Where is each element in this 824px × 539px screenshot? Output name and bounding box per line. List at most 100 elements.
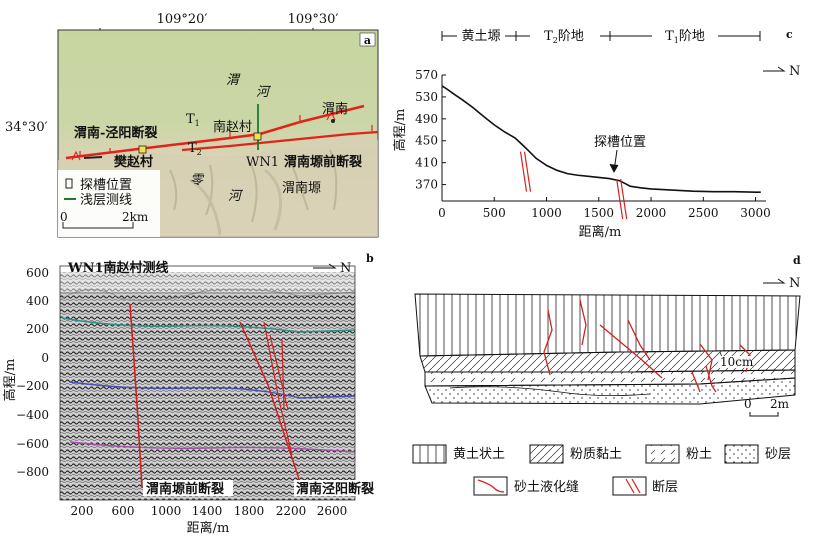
seis-fault-label-yuanqian: 渭南塬前断裂 <box>146 481 225 497</box>
profile-xtick-label: 0 <box>438 206 446 220</box>
trench-faults <box>691 365 717 393</box>
river-label-he: 河 <box>228 189 244 204</box>
legend-loess: 黄土状土 <box>453 447 505 462</box>
river-label-ling: 零 <box>190 173 205 188</box>
fault-label-right: 渭南塬前断裂 <box>284 154 363 170</box>
profile-ytick-label: 410 <box>415 156 438 170</box>
legend-swatch-clay <box>529 444 564 464</box>
profile-ylabel: 高程/m <box>392 109 408 152</box>
north-label-d: N <box>789 276 800 291</box>
panel-d-letter: d <box>793 254 801 267</box>
profile-xtick-label: 3000 <box>740 206 771 220</box>
legend-silt: 粉土 <box>686 447 712 462</box>
seis-xtick-1000: 1000 <box>151 504 182 518</box>
seis-ytick-m400: −400 <box>16 408 49 422</box>
legend-crack: 砂土液化缝 <box>514 480 579 495</box>
profile-fault-mark <box>616 178 628 220</box>
trench-scale-bar <box>749 412 779 417</box>
profile-fault-mark <box>519 151 532 192</box>
panel-a-letter: a <box>364 34 371 47</box>
legend-trench-icon <box>65 178 73 189</box>
profile-trench-label: 探槽位置 <box>594 135 646 150</box>
liquefaction-cracks <box>543 299 751 381</box>
seis-ytick-m800: −800 <box>16 465 49 479</box>
trench-scale-zero: 0 <box>744 397 752 411</box>
map-scale-dist: 2km <box>122 210 149 224</box>
legend-trench-label: 探槽位置 <box>80 178 132 193</box>
legend-clay: 粉质黏土 <box>570 446 622 462</box>
unit-loess-tableland: 黄土塬 <box>461 29 500 44</box>
seis-ytick-0: 0 <box>41 351 49 365</box>
north-label-c: N <box>789 64 800 79</box>
map-scale-bar <box>62 222 134 229</box>
seis-xtick-1400: 1400 <box>192 504 223 518</box>
fault-line-weinan-jingyang <box>65 104 365 160</box>
river-label-wei-1: 渭 <box>226 73 241 88</box>
fault-line-weinan-yuanqian <box>181 130 379 152</box>
profile-xtick-label: 2500 <box>688 206 719 220</box>
place-nanzhao: 南赵村 <box>213 119 252 135</box>
trench-scale-dist: 2m <box>770 397 790 411</box>
profile-xtick-label: 2000 <box>636 206 667 220</box>
profile-xtick-label: 500 <box>483 206 506 220</box>
north-label-b: N <box>340 261 351 276</box>
trench-marker-fanzhao <box>138 145 147 154</box>
profile-ytick-label: 570 <box>415 68 438 82</box>
panel-a-map: 109°20′ 109°30′ 34°30′ a 渭 河 渭南 T1 南赵村 渭… <box>5 12 379 238</box>
fault-jingyang-section <box>239 321 301 483</box>
map-scale-zero: 0 <box>60 210 68 224</box>
lon-label-1: 109°20′ <box>157 12 208 27</box>
seis-xtick-2600: 2600 <box>317 504 348 518</box>
profile-elevation-line <box>441 85 761 194</box>
place-weinan-yuan: 渭南塬 <box>282 180 321 196</box>
seis-ytick-m600: −600 <box>16 437 49 451</box>
river-label-wei-2: 河 <box>256 85 272 100</box>
profile-ytick-label: 450 <box>415 134 438 148</box>
profile-xtick-label: 1000 <box>531 206 562 220</box>
profile-ytick-label: 370 <box>415 178 438 192</box>
seis-xtick-600: 600 <box>112 504 135 518</box>
unit-t1-terrace: T1阶地 <box>665 29 705 45</box>
panel-c-profile: 黄土塬 T2阶地 T1阶地 c N 370 410 450 490 530 570 0 500… <box>392 26 800 240</box>
seismic-xlabel: 距离/m <box>187 520 230 536</box>
panel-c-letter: c <box>786 28 793 41</box>
lat-label: 34°30′ <box>5 120 48 135</box>
legend-seismic-label: 浅层测线 <box>80 193 132 208</box>
legend-swatch-silt <box>645 444 680 464</box>
profile-ytick-label: 490 <box>415 112 438 126</box>
legend-fault: 断层 <box>652 480 678 495</box>
terrace-t1: T1 <box>186 112 200 128</box>
terrace-t2: T2 <box>188 141 202 157</box>
profile-xtick-label: 1500 <box>584 206 615 220</box>
horizon-1 <box>61 317 356 333</box>
panel-d-trench: d N 10cm 0 2m 黄土状土 粉质黏土 粉土 砂层 砂土液化缝 <box>412 254 801 496</box>
seis-xtick-200: 200 <box>71 504 94 518</box>
horizon-3 <box>69 441 356 453</box>
profile-chart: 370 410 450 490 530 570 0 500 1000 1500 2000 2500 30… <box>415 68 771 220</box>
seis-ytick-600: 600 <box>26 266 49 280</box>
seis-fault-label-jingyang: 渭南泾阳断裂 <box>296 481 375 497</box>
fault-yuanqian-section <box>129 303 143 489</box>
label-wn1: WN1 <box>246 155 279 170</box>
legend-swatch-sand <box>724 444 759 464</box>
panel-b-letter: b <box>366 252 374 265</box>
horizon-2 <box>69 381 356 399</box>
legend-sand: 砂层 <box>765 447 791 462</box>
map-legend <box>58 170 160 237</box>
seis-xtick-2200: 2200 <box>276 504 307 518</box>
place-fanzhao: 樊赵村 <box>114 154 153 170</box>
seismic-ylabel: 高程/m <box>2 359 18 402</box>
seismic-title: WN1南赵村测线 <box>67 260 169 276</box>
seis-ytick-m200: −200 <box>16 379 49 393</box>
panel-b-seismic: b WN1南赵村测线 N 600 400 200 0 −200 −400 −60… <box>2 252 382 536</box>
layer-sand <box>424 377 796 405</box>
fault-label-left: 渭南-泾阳断裂 <box>74 125 158 141</box>
profile-ytick-label: 530 <box>415 90 438 104</box>
seis-ytick-200: 200 <box>26 322 49 336</box>
trench-marker-nanzhao <box>253 132 262 141</box>
legend-swatch-loess <box>412 444 447 464</box>
place-weinan: 渭南 <box>322 101 348 117</box>
profile-xlabel: 距离/m <box>579 224 622 240</box>
lon-label-2: 109°30′ <box>288 12 339 27</box>
